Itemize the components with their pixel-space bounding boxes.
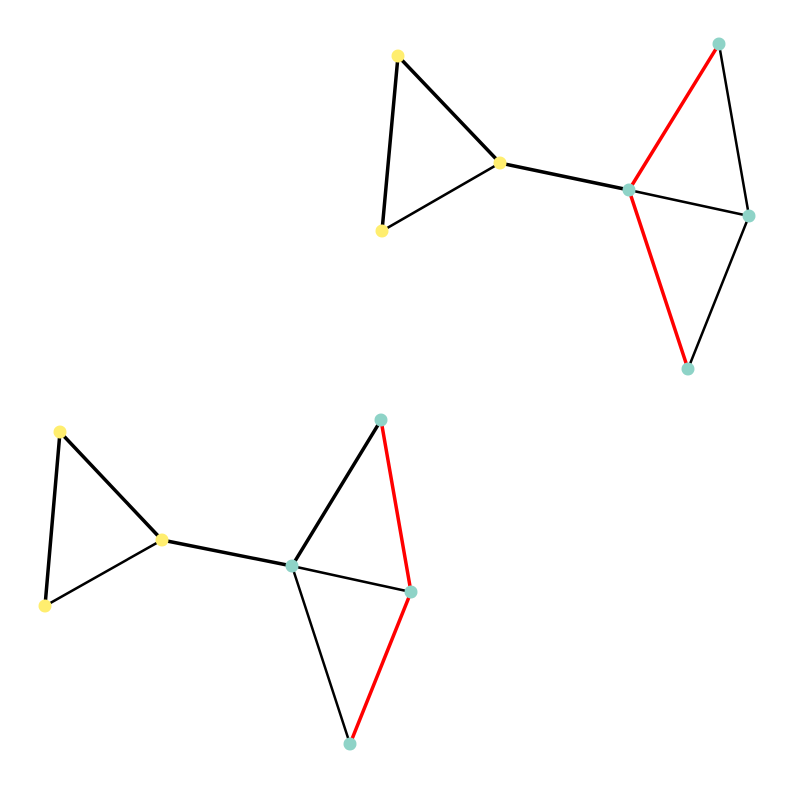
edge-b3-b4-highlighted	[348, 590, 413, 746]
node-b3-teal	[742, 209, 756, 223]
edge-b3-b4	[686, 214, 751, 371]
edge-a1-a2	[43, 430, 62, 608]
node-b4-teal	[681, 362, 695, 376]
edge-b1-b2	[290, 418, 383, 568]
edge-b2-b3	[717, 42, 751, 218]
edge-b1-b3	[627, 188, 751, 218]
edge-b1-b2-highlighted	[627, 42, 721, 192]
node-a3-yellow	[155, 533, 169, 547]
edge-b1-b4	[290, 564, 352, 746]
node-layer	[375, 37, 756, 376]
edge-a3-b1	[160, 538, 294, 568]
node-b4-teal	[343, 737, 357, 751]
node-b1-teal	[285, 559, 299, 573]
node-b2-teal	[712, 37, 726, 51]
edge-a3-b1	[498, 161, 631, 192]
node-a3-yellow	[493, 156, 507, 170]
edge-b1-b4-highlighted	[627, 188, 690, 371]
edge-a1-a2	[380, 54, 400, 233]
node-a1-yellow	[53, 425, 67, 439]
node-a2-yellow	[38, 599, 52, 613]
edge-a1-a3	[58, 430, 164, 542]
graph-bottom-left	[38, 413, 418, 751]
edge-b2-b3-highlighted	[379, 418, 413, 594]
node-b2-teal	[374, 413, 388, 427]
node-a2-yellow	[375, 224, 389, 238]
edge-b1-b3	[290, 564, 413, 594]
edge-layer	[380, 42, 751, 371]
edge-layer	[43, 418, 413, 746]
edge-a1-a3	[396, 54, 502, 165]
edge-a2-a3	[380, 161, 502, 233]
node-b3-teal	[404, 585, 418, 599]
graph-top-right	[375, 37, 756, 376]
node-a1-yellow	[391, 49, 405, 63]
node-b1-teal	[622, 183, 636, 197]
edge-a2-a3	[43, 538, 164, 608]
node-layer	[38, 413, 418, 751]
